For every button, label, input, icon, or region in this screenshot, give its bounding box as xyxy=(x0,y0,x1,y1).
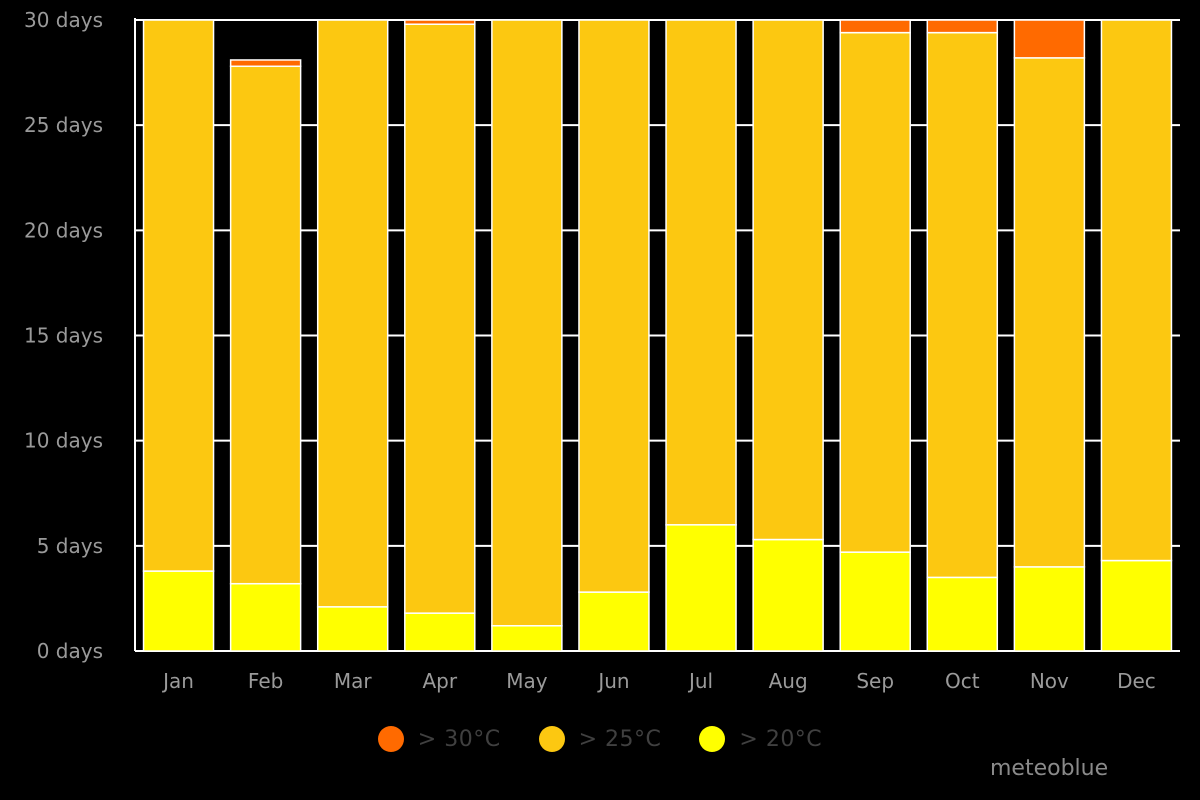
bar-segment xyxy=(665,19,737,526)
x-tick-label: Apr xyxy=(422,669,457,693)
x-tick-label: May xyxy=(506,669,548,693)
bar-segment xyxy=(229,582,302,652)
x-tick-label: Jun xyxy=(596,669,629,693)
x-tick-label: Oct xyxy=(945,669,980,693)
bars xyxy=(142,19,1173,652)
y-tick-label: 20 days xyxy=(24,218,103,242)
x-tick-label: Jul xyxy=(687,669,713,693)
bar-segment xyxy=(229,59,302,68)
bar-segment xyxy=(404,612,476,652)
bar-segment xyxy=(1013,19,1086,59)
bar-segment xyxy=(491,19,563,627)
bar-segment xyxy=(1013,566,1086,652)
bar-segment xyxy=(752,19,824,541)
bar-segment xyxy=(316,606,389,652)
bar-segment xyxy=(839,19,911,34)
x-tick-label: Jan xyxy=(161,669,194,693)
bar-segment xyxy=(229,65,302,585)
y-tick-label: 0 days xyxy=(37,639,103,663)
bar-segment xyxy=(142,19,215,572)
legend-item[interactable]: > 25°C xyxy=(538,726,662,752)
x-tick-label: Aug xyxy=(769,669,808,693)
legend-label: > 30°C xyxy=(417,726,501,752)
x-tick-label: Feb xyxy=(248,669,283,693)
bar-chart: 0 days 5 days 10 days 15 days 20 days 25 days… xyxy=(24,8,1180,693)
bar-segment xyxy=(1013,57,1086,568)
legend-item[interactable]: > 20°C xyxy=(699,726,822,752)
bar-segment xyxy=(404,23,476,614)
bar-segment xyxy=(926,19,999,34)
bar-segment xyxy=(491,625,563,652)
x-tick-label: Nov xyxy=(1030,669,1069,693)
bar-segment xyxy=(404,19,476,25)
bar-segment xyxy=(1100,559,1173,652)
bar-segment xyxy=(578,591,650,652)
bar-segment xyxy=(142,570,215,652)
bar-segment xyxy=(578,19,650,593)
y-tick-label: 15 days xyxy=(24,324,103,348)
legend-label: > 20°C xyxy=(739,726,823,752)
legend-item[interactable]: > 30°C xyxy=(377,726,501,752)
bar-segment xyxy=(839,31,911,553)
bar-segment xyxy=(665,524,737,652)
grid-lines xyxy=(135,19,1180,652)
bar-segment xyxy=(839,551,911,652)
bar-segment xyxy=(752,538,824,652)
y-tick-label: 30 days xyxy=(24,8,103,32)
bar-segment xyxy=(926,576,999,652)
x-tick-label: Mar xyxy=(334,669,373,693)
legend: > 30°C > 25°C > 20°C xyxy=(0,726,1200,752)
credit-label: meteoblue xyxy=(990,756,1109,781)
y-tick-label: 25 days xyxy=(24,113,103,137)
bar-segment xyxy=(926,31,999,579)
y-axis-tick-labels: 0 days 5 days 10 days 15 days 20 days 25 days… xyxy=(24,8,103,663)
x-axis-tick-labels: Jan Feb Mar Apr May Jun Jul Aug Sep Oct Nov Dec xyxy=(161,669,1156,693)
legend-swatch xyxy=(377,726,404,752)
legend-label: > 25°C xyxy=(578,726,662,752)
bar-segment xyxy=(1100,19,1173,562)
legend-swatch xyxy=(538,726,565,752)
bar-segment xyxy=(316,19,389,608)
legend-swatch xyxy=(699,726,726,752)
x-tick-label: Dec xyxy=(1117,669,1156,693)
y-tick-label: 5 days xyxy=(37,534,103,558)
y-tick-label: 10 days xyxy=(24,429,103,453)
x-tick-label: Sep xyxy=(856,669,894,693)
